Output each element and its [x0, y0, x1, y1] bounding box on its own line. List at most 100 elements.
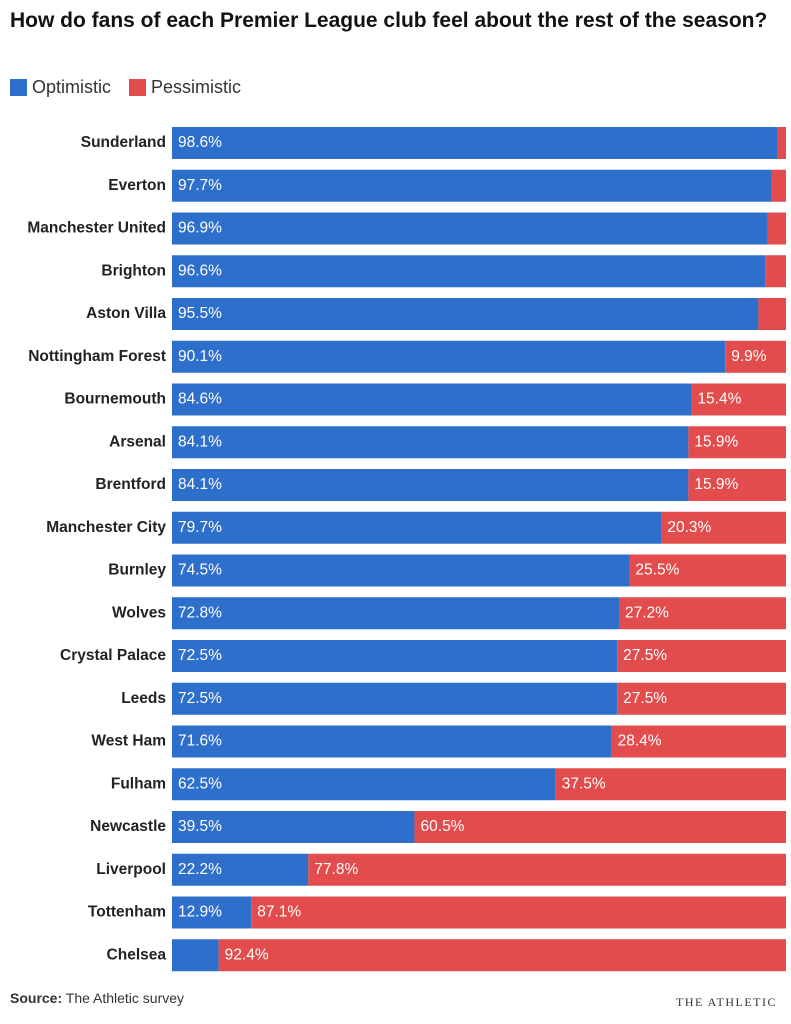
value-label: 90.1% [178, 348, 222, 365]
bar-segment [758, 298, 786, 330]
value-label: 96.6% [178, 262, 222, 279]
bar-segment [172, 554, 630, 587]
y-tick-label: Chelsea [107, 946, 167, 963]
bar-segment [172, 127, 778, 159]
value-label: 98.6% [178, 134, 222, 151]
bar-segment [172, 298, 759, 330]
credit: THE ATHLETIC [676, 995, 777, 1009]
bar-segment [765, 255, 786, 288]
source-label: Source: [10, 990, 63, 1006]
y-tick-label: Burnley [108, 562, 166, 579]
bar-segment [218, 939, 786, 972]
bar-segment [688, 426, 786, 459]
bar-segment [172, 169, 772, 202]
y-tick-label: Everton [108, 177, 166, 194]
bar-segment [766, 212, 786, 245]
value-label: 92.4% [225, 946, 269, 963]
y-tick-label: Wolves [112, 604, 166, 621]
y-tick-label: Newcastle [90, 818, 166, 835]
bar-segment [172, 511, 662, 544]
legend-item: Optimistic [10, 77, 111, 98]
value-label: 27.5% [623, 690, 667, 707]
y-tick-label: Brentford [95, 476, 166, 493]
bar-segment [172, 212, 767, 245]
value-label: 60.5% [421, 818, 465, 835]
value-label: 15.9% [694, 433, 738, 450]
bar-segment [629, 554, 786, 587]
bar-segment [172, 340, 726, 373]
value-label: 27.2% [625, 604, 669, 621]
value-label: 15.4% [697, 391, 741, 408]
value-label: 84.6% [178, 391, 222, 408]
value-label: 95.5% [178, 305, 222, 322]
value-label: 72.5% [178, 647, 222, 664]
y-tick-label: Crystal Palace [60, 647, 166, 664]
bar-segment [172, 939, 219, 972]
y-tick-label: Manchester City [46, 519, 166, 536]
bar-segment [618, 597, 786, 630]
legend-label: Optimistic [32, 77, 112, 97]
bar-segment [172, 725, 612, 758]
bar-segment [617, 682, 786, 715]
value-label: 20.3% [667, 519, 711, 536]
y-tick-label: Brighton [101, 262, 166, 279]
legend-swatch [129, 79, 147, 96]
y-tick-label: Sunderland [81, 134, 166, 151]
value-label: 72.8% [178, 604, 222, 621]
value-label: 74.5% [178, 562, 222, 579]
value-label: 9.9% [731, 348, 767, 365]
bar-segment [172, 853, 309, 886]
value-label: 77.8% [314, 861, 358, 878]
y-tick-label: Arsenal [109, 433, 166, 450]
y-tick-label: Aston Villa [86, 305, 166, 322]
value-label: 25.5% [635, 562, 679, 579]
bar-segment [777, 127, 786, 159]
y-tick-label: Fulham [111, 775, 166, 792]
bar-segment [172, 640, 618, 672]
y-tick-label: Manchester United [27, 220, 166, 237]
bar-segment [172, 597, 619, 630]
value-label: 15.9% [694, 476, 738, 493]
bar-segment [691, 383, 786, 416]
value-label: 79.7% [178, 519, 222, 536]
bar-segment [172, 896, 252, 929]
value-label: 84.1% [178, 476, 222, 493]
bar-segment [172, 682, 618, 715]
legend-swatch [10, 79, 27, 96]
value-label: 96.9% [178, 220, 222, 237]
y-tick-label: Nottingham Forest [28, 348, 166, 365]
value-label: 39.5% [178, 818, 222, 835]
bar-segment [611, 725, 786, 758]
bar-segment [172, 255, 766, 288]
value-label: 12.9% [178, 904, 222, 921]
bar-segment [251, 896, 786, 929]
y-tick-label: Liverpool [96, 861, 166, 878]
bar-segment [688, 469, 786, 501]
bar-segment [661, 511, 786, 544]
bar-segment [771, 169, 786, 202]
value-label: 28.4% [618, 733, 662, 750]
bar-segment [555, 768, 786, 801]
bar-segment [172, 383, 692, 416]
value-label: 27.5% [623, 647, 667, 664]
y-tick-label: Tottenham [88, 904, 166, 921]
source: Source: The Athletic survey [10, 990, 184, 1006]
source-text: The Athletic survey [65, 990, 185, 1006]
value-label: 84.1% [178, 433, 222, 450]
y-tick-label: West Ham [91, 733, 166, 750]
value-label: 71.6% [178, 733, 222, 750]
bar-segment [308, 853, 786, 886]
value-label: 72.5% [178, 690, 222, 707]
value-label: 87.1% [257, 904, 301, 921]
y-tick-label: Bournemouth [64, 391, 166, 408]
bar-segment [617, 640, 786, 672]
bar-segment [725, 340, 786, 373]
bar-segment [172, 469, 689, 501]
bar-segment [172, 768, 556, 801]
legend: Optimistic Pessimistic [10, 77, 241, 98]
legend-item: Pessimistic [129, 77, 241, 98]
bar-segment [414, 811, 786, 843]
chart: Sunderland 98.6% Everton 97.7% Manchester Un… [27, 127, 786, 972]
legend-label: Pessimistic [151, 77, 242, 97]
